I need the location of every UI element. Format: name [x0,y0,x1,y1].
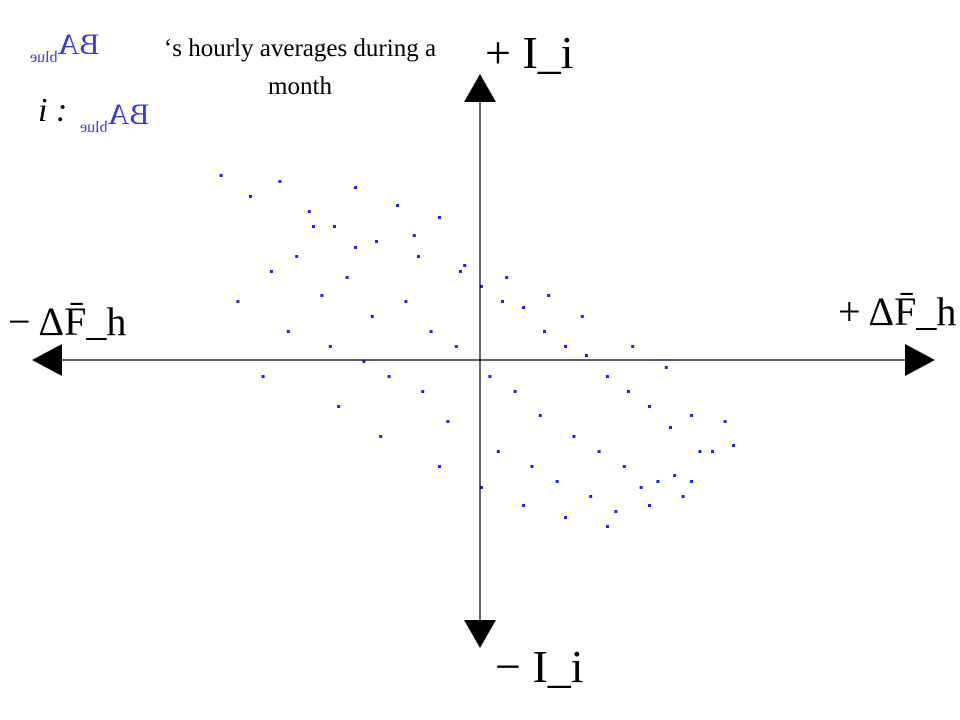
axis-label-right: + ΔF̄_h [838,289,957,334]
scatter-point [463,264,467,267]
scatter-point [627,390,630,393]
scatter-point [656,480,660,483]
scatter-point [219,174,223,177]
scatter-point [286,330,290,333]
scatter-point [480,486,483,489]
scatter-point [278,180,282,183]
scatter-point [505,276,509,279]
scatter-points [219,174,735,528]
title-mirrored-ba-main: BA [57,28,100,61]
scatter-point [622,465,626,468]
scatter-point [375,240,378,243]
scatter-point [417,255,420,258]
scatter-point [454,345,458,348]
arrow-left-icon [32,344,62,376]
scatter-point [564,345,567,348]
scatter-point [522,306,525,309]
scatter-point [312,225,315,228]
scatter-point [396,204,399,207]
scatter-point [320,294,324,297]
legend-prefix: i : [38,92,68,129]
scatter-point [631,345,635,348]
scatter-point [459,270,462,273]
axis-label-bottom: − I_i [495,641,584,692]
scatter-point [270,270,273,273]
chart-title: ‘s hourly averages during a month [130,30,470,106]
scatter-point [438,465,441,468]
scatter-point [639,486,643,489]
scatter-point [429,330,433,333]
scatter-point [404,300,408,303]
scatter-point [387,375,391,378]
axis-label-left: − ΔF̄_h [8,299,127,344]
scatter-point [648,504,651,507]
scatter-point [249,195,252,198]
scatter-point [421,390,425,393]
scatter-point [648,405,651,408]
scatter-point [530,465,534,468]
scatter-point [711,450,714,453]
scatter-point [488,375,492,378]
scatter-point [664,366,668,369]
scatter-point [732,444,735,447]
scatter-point [496,450,500,453]
scatter-point [337,405,341,408]
scatter-point [580,315,584,318]
scatter-point [606,375,609,378]
scatter-point [295,255,299,258]
title-line-2: month [268,73,332,100]
scatter-point [501,300,504,303]
scatter-point [690,414,693,417]
scatter-point [354,246,357,249]
scatter-point [438,216,441,219]
scatter-point [723,420,727,423]
scatter-point [513,390,517,393]
title-mirrored-ba: BAblue [30,28,100,66]
scatter-point [690,480,693,483]
legend-mirrored-ba: BAblue [80,98,150,136]
scatter-point [555,480,559,483]
scatter-point [564,516,567,519]
arrow-up-icon [464,74,496,102]
scatter-point [543,330,546,333]
scatter-point [362,360,366,363]
legend-mirrored-ba-sub: blue [80,119,108,136]
scatter-point [261,375,265,378]
scatter-point [669,426,672,429]
scatter-point [585,354,588,357]
scatter-point [606,525,609,528]
arrow-down-icon [464,620,496,648]
legend-mirrored-ba-main: BA [107,98,150,131]
scatter-point [538,414,542,417]
scatter-point [614,510,618,513]
scatter-point [236,300,240,303]
scatter-point [547,294,551,297]
scatter-point [370,315,374,318]
scatter-point [698,450,702,453]
scatter-point [572,435,576,438]
scatter-point [681,495,685,498]
scatter-point [333,225,336,228]
arrow-right-icon [905,344,935,376]
axis-label-top: + I_i [485,27,574,78]
scatter-point [522,504,525,507]
scatter-point [446,420,450,423]
title-line-1: ‘s hourly averages during a [163,35,437,62]
scatter-point [354,186,357,189]
scatter-point [379,435,383,438]
scatter-point [412,234,416,237]
scatter-point [307,210,311,213]
title-mirrored-ba-sub: blue [30,49,58,66]
scatter-point [328,345,332,348]
scatter-point [673,474,677,477]
scatter-point [345,276,349,279]
scatter-point [589,495,593,498]
scatter-point [480,285,483,288]
scatter-point [597,450,601,453]
